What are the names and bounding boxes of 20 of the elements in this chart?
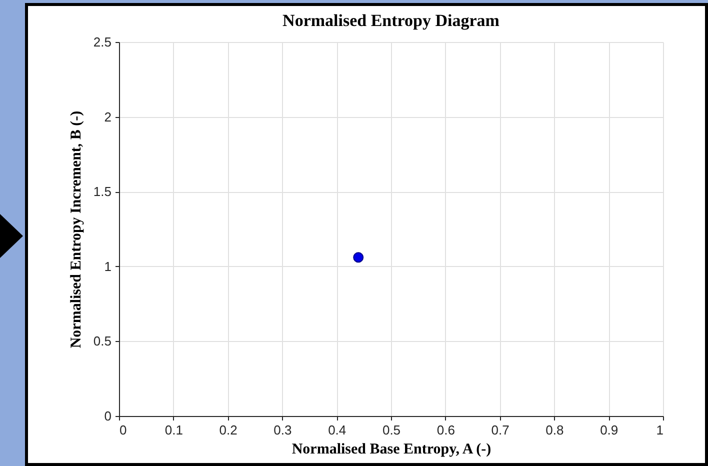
- y-tick-label: 1: [104, 258, 112, 274]
- x-tick-label: 0.4: [328, 422, 346, 438]
- y-axis-title: Normalised Entropy Increment, B (-): [68, 110, 84, 348]
- x-tick-label: 0.7: [491, 422, 510, 438]
- chart-title: Normalised Entropy Diagram: [282, 11, 500, 30]
- x-tick-label: 0.8: [546, 422, 564, 438]
- x-tick-label: 0.1: [164, 422, 183, 438]
- x-tick-label: 0.9: [600, 422, 618, 438]
- x-tick-label: 0: [120, 422, 127, 438]
- x-tick-label: 0.3: [274, 422, 292, 438]
- y-tick-label: 0.5: [93, 334, 112, 349]
- y-tick-label: 1.5: [93, 184, 112, 200]
- y-tick-label: 2: [104, 109, 112, 124]
- x-tick-label: 1: [656, 422, 664, 438]
- y-tick-label: 2.5: [93, 34, 112, 50]
- x-axis-title: Normalised Base Entropy, A (-): [292, 442, 492, 458]
- x-tick-label: 0.2: [219, 422, 238, 438]
- x-tick-label: 0.5: [382, 422, 401, 438]
- y-tick-label: 0: [104, 408, 112, 424]
- x-tick-label: 0.6: [436, 422, 455, 438]
